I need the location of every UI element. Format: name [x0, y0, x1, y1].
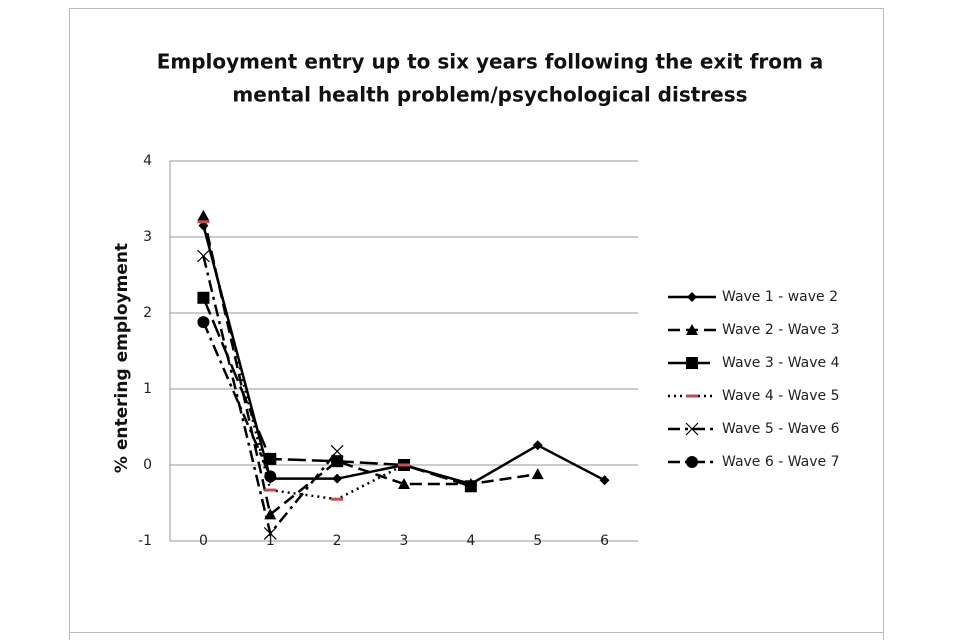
- marker: [197, 249, 210, 263]
- y-tick-label: 4: [143, 153, 152, 169]
- frame-bottom: [69, 632, 884, 640]
- y-axis-title: % entering employment: [112, 243, 132, 473]
- marker: [331, 497, 344, 501]
- marker: [685, 422, 699, 436]
- marker: [687, 292, 697, 302]
- marker: [686, 357, 698, 369]
- marker: [398, 463, 410, 467]
- series-line: [202, 321, 272, 477]
- marker: [197, 220, 210, 224]
- marker: [330, 444, 344, 458]
- marker: [599, 475, 610, 486]
- legend-label: Wave 3 - Wave 4: [722, 355, 840, 371]
- marker: [264, 488, 277, 492]
- marker: [398, 478, 410, 489]
- x-tick-label: 2: [333, 533, 342, 549]
- marker: [197, 291, 210, 304]
- x-tick-label: 6: [600, 533, 609, 549]
- y-tick-label: 1: [143, 381, 152, 397]
- chart-title: Employment entry up to six years followi…: [157, 50, 824, 74]
- marker: [197, 209, 210, 221]
- legend-label: Wave 5 - Wave 6: [722, 421, 840, 437]
- legend-label: Wave 1 - wave 2: [722, 289, 838, 305]
- chart-title: mental health problem/psychological dist…: [232, 83, 747, 107]
- x-tick-label: 1: [266, 533, 275, 549]
- y-tick-label: 2: [143, 305, 152, 321]
- marker: [264, 470, 277, 483]
- marker: [263, 526, 277, 540]
- legend-label: Wave 4 - Wave 5: [722, 388, 840, 404]
- series-line: [202, 221, 405, 501]
- y-tick-label: 3: [143, 229, 152, 245]
- y-tick-label: 0: [143, 457, 152, 473]
- marker: [686, 324, 698, 335]
- marker: [197, 316, 210, 329]
- x-tick-label: 0: [199, 533, 208, 549]
- y-tick-label: -1: [138, 533, 152, 549]
- series-line: [202, 215, 538, 517]
- marker: [686, 394, 698, 398]
- x-tick-label: 5: [533, 533, 542, 549]
- marker: [332, 473, 343, 484]
- legend-label: Wave 2 - Wave 3: [722, 322, 840, 338]
- x-tick-label: 4: [466, 533, 475, 549]
- marker: [464, 480, 477, 493]
- marker: [531, 468, 544, 480]
- x-tick-label: 3: [400, 533, 409, 549]
- marker: [331, 455, 344, 468]
- marker: [264, 452, 277, 465]
- legend-label: Wave 6 - Wave 7: [722, 454, 840, 470]
- marker: [686, 456, 698, 468]
- marker: [532, 440, 543, 451]
